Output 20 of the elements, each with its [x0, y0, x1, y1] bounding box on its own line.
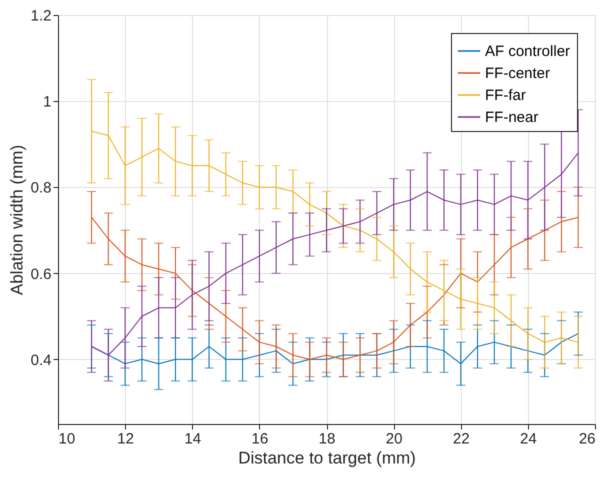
x-tick-label: 16 [252, 430, 268, 448]
legend-label: AF controller [485, 43, 570, 60]
y-tick-label: 1 [43, 94, 52, 111]
legend-label: FF-far [485, 87, 526, 104]
x-tick-label: 22 [452, 430, 470, 448]
x-tick-label: 18 [318, 430, 336, 448]
y-tick-label: 0.6 [30, 266, 52, 283]
y-tick-label: 1.2 [30, 8, 52, 24]
y-axis-title: Ablation width (mm) [8, 144, 27, 296]
x-tick-label: 12 [117, 430, 134, 448]
x-tick-label: 24 [520, 430, 537, 448]
y-tick-label: 0.8 [30, 180, 52, 197]
y-tick-label: 0.4 [30, 352, 52, 369]
x-tick-label: 10 [58, 430, 76, 448]
legend-label: FF-near [485, 109, 538, 126]
x-tick-label: 14 [184, 430, 202, 448]
x-axis-title: Distance to target (mm) [238, 448, 416, 468]
legend-label: FF-center [485, 65, 550, 82]
x-tick-label: 26 [578, 430, 596, 448]
x-tick-label: 20 [386, 430, 402, 448]
